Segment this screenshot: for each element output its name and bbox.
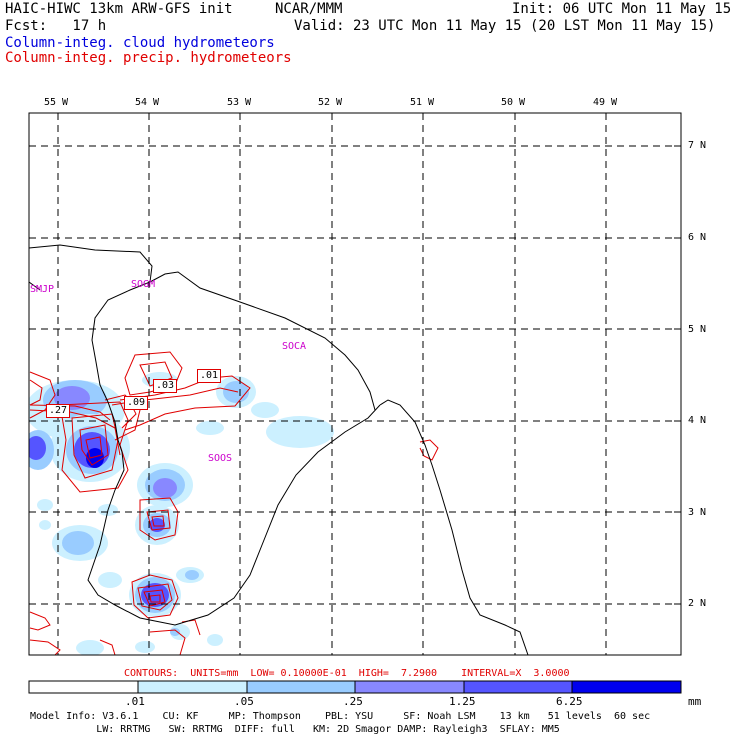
colorbar-label: .05 [234, 695, 254, 708]
station-label: SOGM [131, 279, 156, 290]
contour-label: .09 [124, 396, 149, 410]
lon-label: 51 W [410, 97, 435, 108]
contour-label: .27 [46, 404, 71, 418]
valid-time: Valid: 23 UTC Mon 11 May 15 (20 LST Mon … [294, 18, 716, 34]
model-info-line1: Model Info: V3.6.1 CU: KF MP: Thompson P… [30, 711, 651, 722]
colorbar-label: 6.25 [556, 695, 583, 708]
lat-label: 7 N [688, 140, 707, 151]
field-cloud-title: Column-integ. cloud hydrometeors [5, 35, 275, 51]
colorbar-label: .25 [343, 695, 363, 708]
colorbar-label: .01 [125, 695, 145, 708]
precip-contours [29, 351, 439, 655]
contour-info: CONTOURS: UNITS=mm LOW= 0.10000E-01 HIGH… [124, 668, 570, 679]
field-precip-title: Column-integ. precip. hydrometeors [5, 50, 292, 66]
lon-label: 50 W [501, 97, 526, 108]
colorbar-unit: mm [688, 695, 702, 708]
model-title: HAIC-HIWC 13km ARW-GFS init [5, 1, 233, 17]
colorbar-label: 1.25 [449, 695, 476, 708]
init-time: Init: 06 UTC Mon 11 May 15 [512, 1, 732, 17]
lon-label: 49 W [593, 97, 618, 108]
latlon-grid [29, 113, 681, 655]
lat-label: 4 N [688, 415, 707, 426]
station-label: SMJP [30, 284, 55, 295]
contour-label: .03 [153, 379, 178, 393]
org-label: NCAR/MMM [275, 1, 343, 17]
lat-label: 3 N [688, 507, 707, 518]
lon-label: 55 W [44, 97, 69, 108]
model-info-line2: LW: RRTMG SW: RRTMG DIFF: full KM: 2D Sm… [30, 724, 560, 735]
axis-ticks [57, 113, 681, 605]
lon-label: 54 W [135, 97, 160, 108]
station-label: SOCA [282, 341, 307, 352]
political-boundaries [29, 244, 529, 655]
lon-label: 52 W [318, 97, 343, 108]
forecast-hour: Fcst: 17 h [5, 18, 107, 34]
lat-label: 5 N [688, 324, 707, 335]
lat-label: 2 N [688, 598, 707, 609]
lat-label: 6 N [688, 232, 707, 243]
station-label: SOOS [208, 453, 233, 464]
lon-label: 53 W [227, 97, 252, 108]
contour-label: .01 [197, 369, 222, 383]
